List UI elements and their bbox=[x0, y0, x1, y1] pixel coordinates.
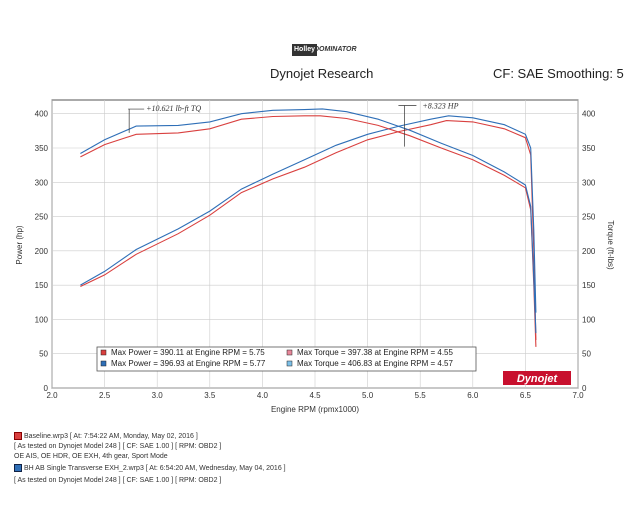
chart-axes: 2.0 2.5 3.0 3.5 4.0 4.5 5.0 5.5 6.0 6.5 7.00501001… bbox=[35, 110, 596, 400]
y2-axis-label: Torque (ft-lbs) bbox=[606, 220, 615, 270]
footer-line5: [ As tested on Dynojet Model 248 ] [ CF:… bbox=[14, 477, 222, 484]
y2-tick-label: 250 bbox=[582, 213, 596, 222]
y-tick-label: 0 bbox=[44, 384, 49, 393]
legend-entry: Max Power = 396.93 at Engine RPM = 5.77 bbox=[111, 359, 266, 368]
x-tick-label: 6.5 bbox=[520, 391, 532, 400]
legend-swatch bbox=[100, 360, 107, 367]
chart-title: Dynojet Research bbox=[270, 66, 374, 81]
y2-tick-label: 150 bbox=[582, 281, 596, 290]
y2-tick-label: 400 bbox=[582, 110, 596, 119]
holley-logo: Holley DOMINATOR bbox=[292, 44, 357, 56]
chart-grid bbox=[51, 99, 579, 389]
x-tick-label: 5.5 bbox=[415, 391, 427, 400]
legend-swatch bbox=[286, 349, 293, 356]
x-tick-label: 4.5 bbox=[309, 391, 321, 400]
x-tick-label: 2.0 bbox=[46, 391, 58, 400]
annotation-torque: +10.621 lb-ft TQ bbox=[146, 104, 201, 113]
legend-entry: Max Torque = 406.83 at Engine RPM = 4.57 bbox=[297, 359, 454, 368]
y-tick-label: 150 bbox=[35, 281, 49, 290]
footer-line4: BH AB Single Transverse EXH_2.wrp3 [ At:… bbox=[24, 465, 286, 472]
footer-run2-title: BH AB Single Transverse EXH_2.wrp3 [ At:… bbox=[14, 464, 286, 473]
holley-logo-text: Holley bbox=[292, 44, 318, 56]
x-axis-label: Engine RPM (rpmx1000) bbox=[271, 405, 359, 414]
dominator-logo-text: DOMINATOR bbox=[314, 46, 357, 53]
chart-annotations: +10.621 lb-ft TQ +8.323 HP bbox=[128, 101, 459, 147]
x-tick-label: 4.0 bbox=[257, 391, 269, 400]
y2-tick-label: 50 bbox=[582, 350, 591, 359]
legend-box bbox=[96, 346, 477, 372]
y-tick-label: 100 bbox=[35, 315, 49, 324]
y-tick-label: 350 bbox=[35, 144, 49, 153]
legend-swatch bbox=[100, 349, 107, 356]
x-tick-label: 3.5 bbox=[204, 391, 216, 400]
series-line-3 bbox=[80, 108, 537, 334]
y-tick-label: 50 bbox=[39, 350, 48, 359]
run1-swatch bbox=[14, 432, 22, 441]
chart-series bbox=[80, 108, 537, 347]
footer-line1: Baseline.wrp3 [ At: 7:54:22 AM, Monday, … bbox=[24, 433, 198, 440]
dynojet-watermark: Dynojet bbox=[503, 371, 571, 385]
legend-entry: Max Power = 390.11 at Engine RPM = 5.75 bbox=[111, 348, 265, 357]
y-tick-label: 200 bbox=[35, 247, 49, 256]
y-axis-label: Power (hp) bbox=[15, 225, 24, 264]
annotation-power: +8.323 HP bbox=[422, 101, 458, 110]
series-line-0 bbox=[80, 120, 537, 341]
footer-line3: OE AIS, OE HDR, OE EXH, 4th gear, Sport … bbox=[14, 453, 168, 460]
correction-info: CF: SAE Smoothing: 5 bbox=[493, 66, 624, 81]
y-tick-label: 400 bbox=[35, 110, 49, 119]
run2-swatch bbox=[14, 464, 22, 473]
footer-run1-title: Baseline.wrp3 [ At: 7:54:22 AM, Monday, … bbox=[14, 432, 198, 441]
y2-tick-label: 300 bbox=[582, 178, 596, 187]
series-line-1 bbox=[80, 115, 537, 313]
y-tick-label: 250 bbox=[35, 213, 49, 222]
footer-line2: [ As tested on Dynojet Model 248 ] [ CF:… bbox=[14, 443, 222, 450]
y2-tick-label: 350 bbox=[582, 144, 596, 153]
y2-tick-label: 0 bbox=[582, 384, 587, 393]
x-tick-label: 7.0 bbox=[572, 391, 584, 400]
y2-tick-label: 100 bbox=[582, 315, 596, 324]
x-tick-label: 3.0 bbox=[152, 391, 164, 400]
series-line-2 bbox=[80, 115, 537, 347]
x-tick-label: 2.5 bbox=[99, 391, 111, 400]
y-tick-label: 300 bbox=[35, 178, 49, 187]
legend-swatch bbox=[286, 360, 293, 367]
x-tick-label: 6.0 bbox=[467, 391, 479, 400]
x-tick-label: 5.0 bbox=[362, 391, 374, 400]
legend-entry: Max Torque = 397.38 at Engine RPM = 4.55 bbox=[297, 348, 454, 357]
svg-text:Dynojet: Dynojet bbox=[517, 373, 559, 385]
chart-legend: Max Power = 390.11 at Engine RPM = 5.75 M… bbox=[96, 346, 477, 372]
y2-tick-label: 200 bbox=[582, 247, 596, 256]
